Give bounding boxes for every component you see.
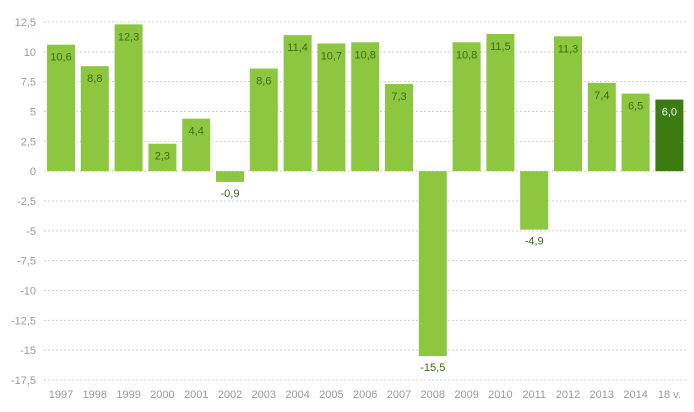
data-label: -15,5 (420, 362, 445, 374)
data-label: 7,3 (391, 91, 406, 103)
data-label: 10,7 (321, 50, 342, 62)
data-label: 8,6 (256, 76, 271, 88)
y-tick-label: -10 (20, 286, 36, 298)
bar-2001 (182, 118, 211, 172)
bar-2006 (351, 42, 380, 172)
x-tick-label: 2004 (285, 389, 309, 401)
bar-18v (655, 99, 684, 172)
x-tick-label: 2014 (623, 389, 647, 401)
data-label: 11,4 (287, 42, 308, 54)
x-tick-label: 2010 (488, 389, 512, 401)
bar-1998 (80, 66, 109, 172)
y-tick-label: 0 (30, 166, 36, 178)
x-tick-label: 2002 (218, 389, 242, 401)
x-tick-label: 2013 (590, 389, 614, 401)
x-tick-label: 1999 (116, 389, 140, 401)
x-tick-label: 18 v. (658, 389, 681, 401)
bar-2010 (486, 33, 515, 172)
y-tick-label: 12,5 (15, 17, 36, 29)
x-tick-label: 2003 (252, 389, 276, 401)
x-tick-label: 1997 (49, 389, 73, 401)
x-tick-label: 2007 (387, 389, 411, 401)
x-tick-label: 2006 (353, 389, 377, 401)
data-label: 7,4 (594, 90, 609, 102)
y-tick-label: -7,5 (17, 256, 36, 268)
x-tick-label: 2005 (319, 389, 343, 401)
y-tick-label: -12,5 (11, 315, 36, 327)
data-label: 8,8 (87, 73, 102, 85)
bar-2004 (283, 35, 312, 172)
data-label: 2,3 (155, 151, 170, 163)
y-tick-label: 5 (30, 107, 36, 119)
bar-2005 (317, 43, 346, 172)
x-tick-label: 2001 (184, 389, 208, 401)
data-label: 4,4 (189, 126, 204, 138)
data-labels: 10,6 8,8 12,3 2,3 4,4 -0,9 8,6 11,4 10,7 10,8 7,3 -… (50, 31, 677, 374)
data-label: 12,3 (118, 31, 139, 43)
x-axis-tick-labels: 1997 1998 1999 2000 2001 2002 2003 2004 2005 2006… (49, 389, 681, 401)
bar-2012 (554, 36, 582, 172)
data-label: -0,9 (221, 188, 240, 200)
bar-2002 (216, 171, 244, 182)
y-tick-label: -17,5 (11, 375, 36, 387)
data-label: 6,5 (628, 101, 643, 113)
bar-2000 (148, 143, 177, 172)
x-tick-label: 1998 (83, 389, 107, 401)
x-tick-label: 2008 (421, 389, 445, 401)
bar-2003 (249, 68, 278, 172)
y-tick-label: -2,5 (17, 196, 36, 208)
data-label: 11,5 (490, 41, 511, 53)
y-axis-tick-labels: 12,5 10 7,5 5 2,5 0 -2,5 -5 -7,5 -10 -12,5 -15 -17,5 (11, 17, 36, 387)
data-label: -4,9 (525, 236, 544, 248)
x-tick-label: 2011 (522, 389, 546, 401)
bar-2008 (418, 171, 447, 357)
x-tick-label: 2012 (556, 389, 580, 401)
bars (47, 24, 684, 357)
bar-1999 (114, 24, 143, 172)
y-tick-label: 7,5 (21, 77, 36, 89)
data-label: 11,3 (558, 43, 579, 55)
data-label: 10,8 (456, 49, 477, 61)
bar-2011 (520, 171, 549, 230)
x-tick-label: 2000 (150, 389, 174, 401)
bar-2014 (621, 93, 650, 172)
bar-1997 (47, 44, 75, 172)
y-tick-label: -5 (26, 226, 36, 238)
y-tick-label: 10 (24, 47, 36, 59)
data-label: 10,6 (50, 52, 71, 64)
y-tick-label: 2,5 (21, 136, 36, 148)
data-label: 6,0 (662, 107, 677, 119)
y-tick-label: -15 (20, 345, 36, 357)
bar-2013 (587, 82, 616, 172)
x-tick-label: 2009 (454, 389, 478, 401)
bar-2007 (385, 84, 413, 172)
data-label: 10,8 (354, 49, 375, 61)
bar-2009 (452, 42, 481, 172)
